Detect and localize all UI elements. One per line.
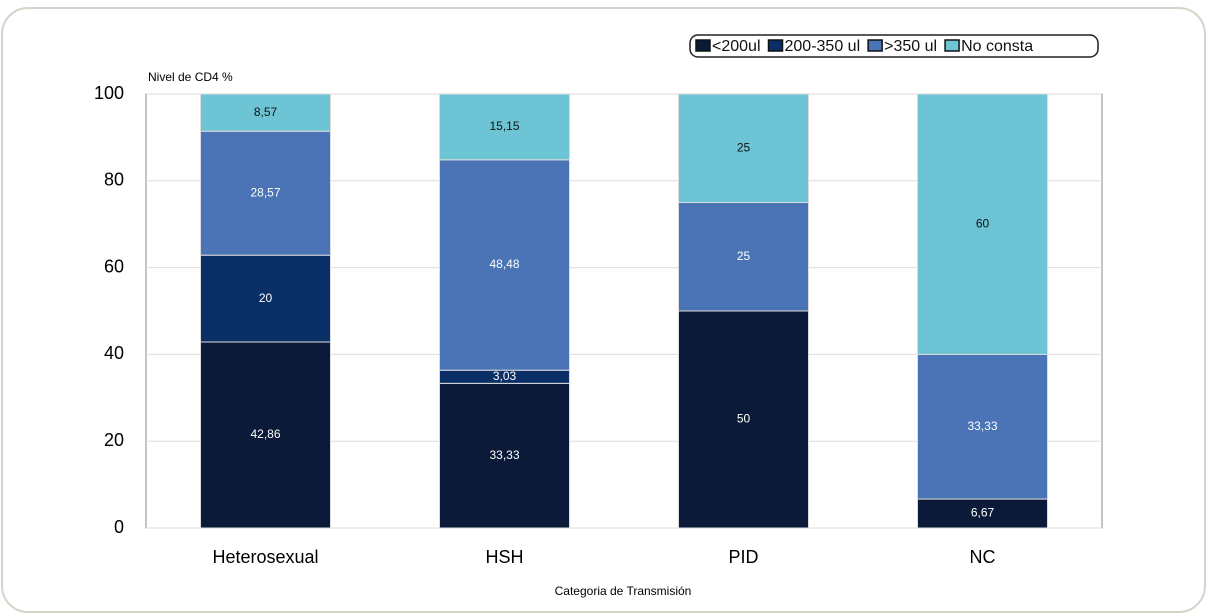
bar-segment — [200, 93, 331, 132]
bar-segment — [678, 310, 809, 529]
y-tick-label: 0 — [114, 517, 124, 537]
data-label: 15,15 — [489, 119, 519, 133]
legend-swatch — [695, 39, 711, 52]
y-tick-label: 80 — [104, 170, 124, 190]
bar-segment — [200, 341, 331, 529]
x-axis-title: Categoria de Transmisión — [555, 584, 692, 598]
data-label: 25 — [737, 140, 751, 154]
legend-swatch — [944, 39, 960, 52]
data-label: 42,86 — [250, 427, 280, 441]
legend-label: No consta — [961, 38, 1033, 55]
bar-segment — [917, 498, 1048, 529]
x-tick-label: Heterosexual — [212, 547, 318, 567]
data-label: 33,33 — [967, 419, 997, 433]
data-label: 50 — [737, 412, 751, 426]
legend-label: <200ul — [712, 38, 761, 55]
bar-segment — [439, 93, 570, 161]
data-label: 48,48 — [489, 257, 519, 271]
data-label: 25 — [737, 249, 751, 263]
data-label: 28,57 — [250, 185, 280, 199]
x-tick-label: PID — [728, 547, 758, 567]
data-label: 8,57 — [254, 105, 278, 119]
legend-swatch — [767, 39, 784, 52]
bar-segment — [917, 353, 1048, 500]
bar-segment — [678, 93, 809, 203]
bar-segment — [678, 202, 809, 312]
y-tick-label: 60 — [104, 256, 124, 276]
y-tick-label: 20 — [104, 430, 124, 450]
y-tick-label: 40 — [104, 343, 124, 363]
legend-label: 200-350 ul — [785, 38, 861, 55]
data-label: 20 — [259, 291, 273, 305]
legend-swatch — [867, 39, 883, 52]
data-label: 33,33 — [489, 448, 519, 462]
data-label: 3,03 — [493, 369, 517, 383]
bar-segment — [917, 93, 1048, 355]
data-label: 60 — [976, 216, 990, 230]
data-label: 6,67 — [971, 506, 995, 520]
y-tick-label: 100 — [94, 83, 124, 103]
x-tick-label: NC — [970, 547, 996, 567]
bar-segment — [439, 382, 570, 529]
legend-label: >350 ul — [884, 38, 937, 55]
y-axis-title: Nivel de CD4 % — [148, 70, 233, 84]
x-tick-label: HSH — [485, 547, 523, 567]
legend-box — [689, 34, 1099, 58]
